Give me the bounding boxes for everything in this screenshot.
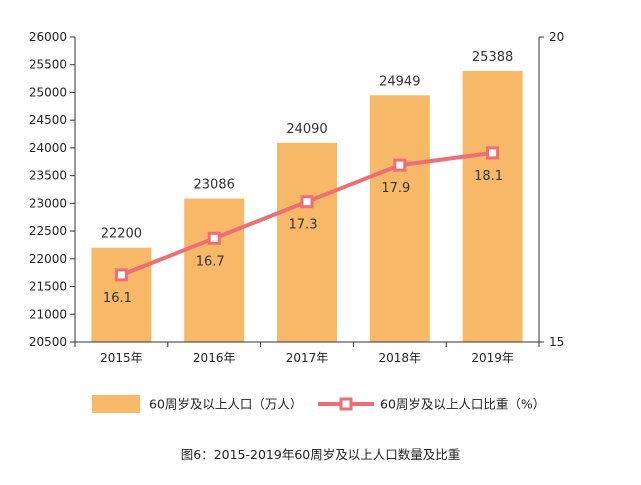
x-axis-tick-label: 2016年 — [193, 351, 236, 365]
line-data-label: 16.7 — [196, 254, 225, 269]
bar-data-label: 23086 — [194, 178, 235, 193]
chart-caption: 图6：2015-2019年60周岁及以上人口数量及比重 — [181, 447, 461, 462]
line-data-label: 18.1 — [474, 169, 503, 184]
bar-data-label: 25388 — [472, 50, 513, 65]
left-axis-tick-label: 21000 — [29, 307, 67, 321]
bar-data-label: 24949 — [379, 74, 420, 89]
legend: 60周岁及以上人口（万人） 60周岁及以上人口比重（%） — [92, 395, 545, 413]
bar-series: 22200 23086 24090 24949 25388 — [91, 50, 523, 343]
bar — [369, 95, 430, 342]
line-point — [393, 158, 407, 172]
left-axis-tick-label: 24000 — [29, 141, 67, 155]
left-axis-tick-label: 24500 — [29, 113, 67, 127]
legend-bar-label: 60周岁及以上人口（万人） — [149, 397, 302, 412]
bar — [462, 70, 523, 343]
x-axis-tick-label: 2015年 — [100, 351, 143, 365]
legend-line-label: 60周岁及以上人口比重（%） — [380, 397, 545, 412]
left-axis-tick-label: 23500 — [29, 169, 67, 183]
bar-data-label: 24090 — [286, 122, 327, 137]
left-axis-tick-label: 25000 — [29, 85, 67, 99]
left-axis-tick-label: 22500 — [29, 224, 67, 238]
right-axis-tick-label: 15 — [549, 335, 564, 349]
line-point — [114, 268, 128, 282]
line-point — [486, 146, 500, 160]
legend-bar-swatch — [92, 395, 140, 413]
left-axis-tick-label: 23000 — [29, 196, 67, 210]
bar — [277, 142, 337, 342]
line-point — [207, 231, 221, 245]
left-axis-tick-label: 20500 — [29, 335, 67, 349]
x-axis-tick-label: 2018年 — [379, 351, 422, 365]
x-axis: 2015年 2016年 2017年 2018年 2019年 — [74, 341, 540, 365]
left-axis-tick-label: 21500 — [29, 280, 67, 294]
line-point — [300, 195, 314, 209]
x-axis-tick-label: 2019年 — [471, 351, 514, 365]
line-data-label: 17.3 — [289, 218, 318, 233]
bar — [184, 198, 245, 342]
line-data-label: 17.9 — [381, 181, 410, 196]
left-axis: 20500 21000 21500 22000 22500 23000 23500 24000… — [29, 30, 76, 349]
left-axis-tick-label: 26000 — [29, 30, 67, 44]
x-axis-tick-label: 2017年 — [286, 351, 329, 365]
legend-line-marker — [339, 397, 353, 411]
line-series: 16.1 16.7 17.3 17.9 18.1 — [103, 146, 503, 306]
bar-data-label: 22200 — [101, 227, 142, 242]
left-axis-tick-label: 25500 — [29, 58, 67, 72]
line-data-label: 16.1 — [103, 291, 132, 306]
left-axis-tick-label: 22000 — [29, 252, 67, 266]
right-axis-tick-label: 20 — [549, 30, 564, 44]
bar — [91, 247, 152, 342]
